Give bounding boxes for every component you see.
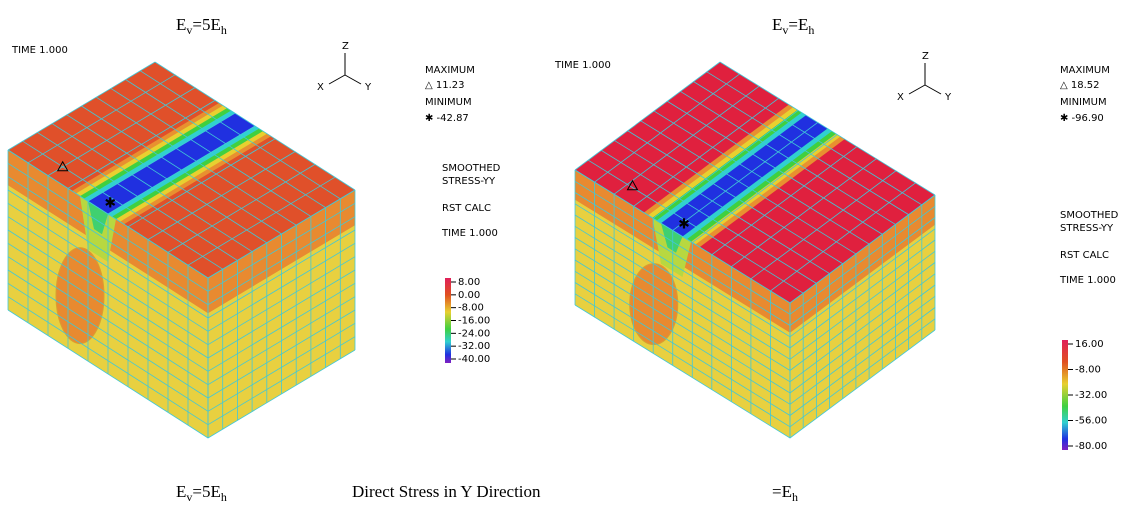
result-label: STRESS-YY [442,176,496,187]
axis-triad [925,85,941,94]
caption: Ev=5Eh [176,482,227,504]
caption-part: E [176,482,186,501]
caption: Ev=5Eh [176,15,227,37]
caption-part: =5E [192,15,220,34]
subscript: h [792,490,798,504]
colorbar-label: 0.00 [458,290,480,301]
caption-part: =E [788,15,808,34]
colorbar-label: 8.00 [458,277,480,288]
axis-label: Z [342,41,349,52]
colorbar-label: 16.00 [1075,339,1104,350]
min-label: MINIMUM [425,97,472,108]
result-label: RST CALC [442,203,491,214]
axis-triad [909,85,925,94]
result-label: TIME 1.000 [441,228,498,239]
min-marker: ✱ [104,196,116,212]
subscript: h [221,490,227,504]
axis-triad [329,75,345,84]
colorbar [1062,340,1068,450]
caption-part: =E [772,482,792,501]
max-label: MAXIMUM [1060,65,1110,76]
max-value: △ 11.23 [425,80,465,91]
axis-triad [345,75,361,84]
colorbar-label: -56.00 [1075,416,1107,427]
max-value: △ 18.52 [1060,80,1100,91]
caption-part: =5E [192,482,220,501]
result-label: STRESS-YY [1060,223,1114,234]
caption: Direct Stress in Y Direction [352,482,541,501]
time-label: TIME 1.000 [554,60,611,71]
caption-part: E [772,15,782,34]
result-label: SMOOTHED [442,163,501,174]
min-value: ✱ -96.90 [1060,113,1104,124]
model-views: ✱✱ [8,62,935,438]
caption: =Eh [772,482,798,504]
colorbar-label: -32.00 [458,341,490,352]
axis-label: X [897,92,904,103]
min-marker: ✱ [678,217,690,233]
colorbar-label: -8.00 [458,303,484,314]
colorbar-label: -40.00 [458,354,490,365]
colorbar-label: -80.00 [1075,441,1107,452]
colorbar-label: -24.00 [458,328,490,339]
caption-part: E [176,15,186,34]
caption: Ev=Eh [772,15,814,37]
axis-label: X [317,82,324,93]
axis-label: Z [922,51,929,62]
colorbar-label: -8.00 [1075,365,1101,376]
figure: ✱✱ Ev=5EhEv=EhEv=5EhDirect Stress in Y D… [0,0,1139,508]
result-label: SMOOTHED [1060,210,1119,221]
subscript: h [221,23,227,37]
result-label: TIME 1.000 [1059,275,1116,286]
subscript: h [808,23,814,37]
result-label: RST CALC [1060,250,1109,261]
colorbar-label: -32.00 [1075,390,1107,401]
axis-label: Y [364,82,372,93]
min-label: MINIMUM [1060,97,1107,108]
min-value: ✱ -42.87 [425,113,469,124]
axis-label: Y [944,92,952,103]
time-label: TIME 1.000 [11,45,68,56]
colorbar-label: -16.00 [458,316,490,327]
max-label: MAXIMUM [425,65,475,76]
colorbar [445,278,451,363]
